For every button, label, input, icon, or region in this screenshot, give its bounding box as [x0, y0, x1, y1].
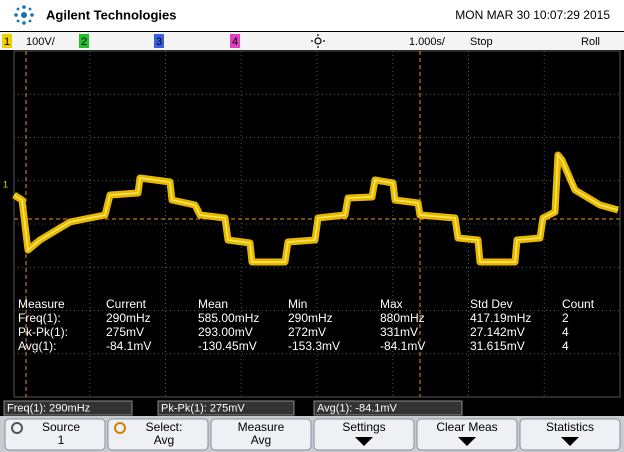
run-state: Stop [470, 36, 493, 48]
datetime: MON MAR 30 10:07:29 2015 [455, 8, 610, 22]
softkey[interactable] [416, 418, 518, 451]
softkey-label: Measure [238, 420, 285, 434]
ch1-scale: 100V/ [26, 36, 56, 48]
measurement-cell: -153.3mV [288, 339, 340, 353]
softkey-arrow [561, 437, 579, 446]
ch4: 4 [232, 36, 238, 48]
waveform-core [13, 152, 619, 263]
softkey[interactable] [313, 418, 415, 451]
status-text: Avg(1): -84.1mV [317, 402, 398, 414]
measurement-cell: 27.142mV [470, 325, 525, 339]
measurement-cell: 2 [562, 311, 569, 325]
measurement-cell: 417.19mHz [470, 311, 531, 325]
softkey[interactable] [519, 418, 621, 451]
status-box [3, 400, 133, 416]
measurement-cell: 290mHz [288, 311, 333, 325]
trace-marker: 1 [3, 179, 8, 189]
measurement-cell: -84.1mV [106, 339, 151, 353]
softkey-label: Select: [146, 420, 183, 434]
softkey-value: Avg [154, 433, 174, 447]
ch2: 2 [81, 36, 87, 48]
measurement-cell: Pk-Pk(1): [18, 325, 68, 339]
softkey-label: Source [42, 420, 80, 434]
softkey-arrow [355, 437, 373, 446]
mode: Roll [581, 36, 600, 48]
softkey-label: Clear Meas [436, 420, 497, 434]
trigger-icon [311, 34, 325, 48]
softkey-label: Statistics [546, 420, 594, 434]
measurement-cell: 293.00mV [198, 325, 253, 339]
graticule [13, 50, 621, 398]
status-box [157, 400, 295, 416]
softkey[interactable] [210, 418, 312, 451]
softkey-value: 1 [58, 433, 65, 447]
measurement-cell: 272mV [288, 325, 326, 339]
column-header: Current [106, 297, 147, 311]
measurement-table: Measure Current Mean Min Max Std Dev Count Freq… [18, 297, 595, 353]
measurement-cell: Avg(1): [18, 339, 56, 353]
ch4-box [230, 34, 240, 48]
column-header: Max [380, 297, 403, 311]
ch3: 3 [156, 36, 162, 48]
softkey-icon [11, 422, 23, 434]
measurement-cell: Freq(1): [18, 311, 61, 325]
header-bar [0, 0, 624, 31]
softkey-value: Avg [251, 433, 271, 447]
measurement-cell: 4 [562, 339, 569, 353]
ch3-box [154, 34, 164, 48]
column-header: Count [562, 297, 595, 311]
ch1-box [2, 34, 12, 48]
softkey[interactable] [107, 418, 209, 451]
measurement-cell: 585.00mHz [198, 311, 259, 325]
measurement-cell: 4 [562, 325, 569, 339]
ch2-box [79, 34, 89, 48]
timebase: 1.000s/ [409, 36, 446, 48]
measurement-cell: 331mV [380, 325, 418, 339]
status-text: Freq(1): 290mHz [7, 402, 90, 414]
measurement-cell: 880mHz [380, 311, 425, 325]
softkey-label: Settings [342, 420, 385, 434]
softkey-arrow [458, 437, 476, 446]
softkey-icon [114, 422, 126, 434]
measurement-cell: -84.1mV [380, 339, 425, 353]
column-header: Measure [18, 297, 65, 311]
status-box [313, 400, 463, 416]
column-header: Min [288, 297, 307, 311]
measurement-cell: 31.615mV [470, 339, 525, 353]
brand: Agilent Technologies [46, 7, 177, 22]
status-row: Freq(1): 290mHz Pk-Pk(1): 275mV Avg(1): -8… [3, 400, 463, 416]
measurement-cell: -130.45mV [198, 339, 257, 353]
column-header: Std Dev [470, 297, 513, 311]
status-text: Pk-Pk(1): 275mV [161, 402, 245, 414]
measurement-cell: 290mHz [106, 311, 151, 325]
measurement-cell: 275mV [106, 325, 144, 339]
column-header: Mean [198, 297, 228, 311]
ch1: 1 [4, 36, 10, 48]
logo [14, 5, 34, 25]
softkey[interactable] [4, 418, 106, 451]
